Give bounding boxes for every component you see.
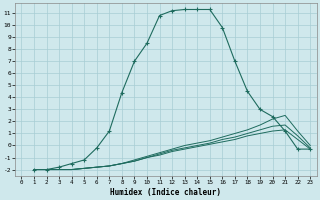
X-axis label: Humidex (Indice chaleur): Humidex (Indice chaleur): [110, 188, 221, 197]
